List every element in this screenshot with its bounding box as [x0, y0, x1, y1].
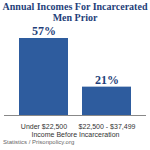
html-text:Statistics / Prisonpolicy.org: Statistics / Prisonpolicy.org	[3, 139, 75, 145]
html-text:Annual Incomes For Incarcerate: Annual Incomes For Incarcerated Men Prio…	[2, 1, 148, 23]
svg-text:57%: 57%	[32, 24, 56, 38]
svg-text:21%: 21%	[95, 73, 119, 87]
svg-text:Under $22,500: Under $22,500	[21, 123, 67, 130]
svg-text:$22,500 - $37,499: $22,500 - $37,499	[79, 123, 136, 130]
svg-text:Income Before Incarceration: Income Before Incarceration	[32, 131, 120, 138]
